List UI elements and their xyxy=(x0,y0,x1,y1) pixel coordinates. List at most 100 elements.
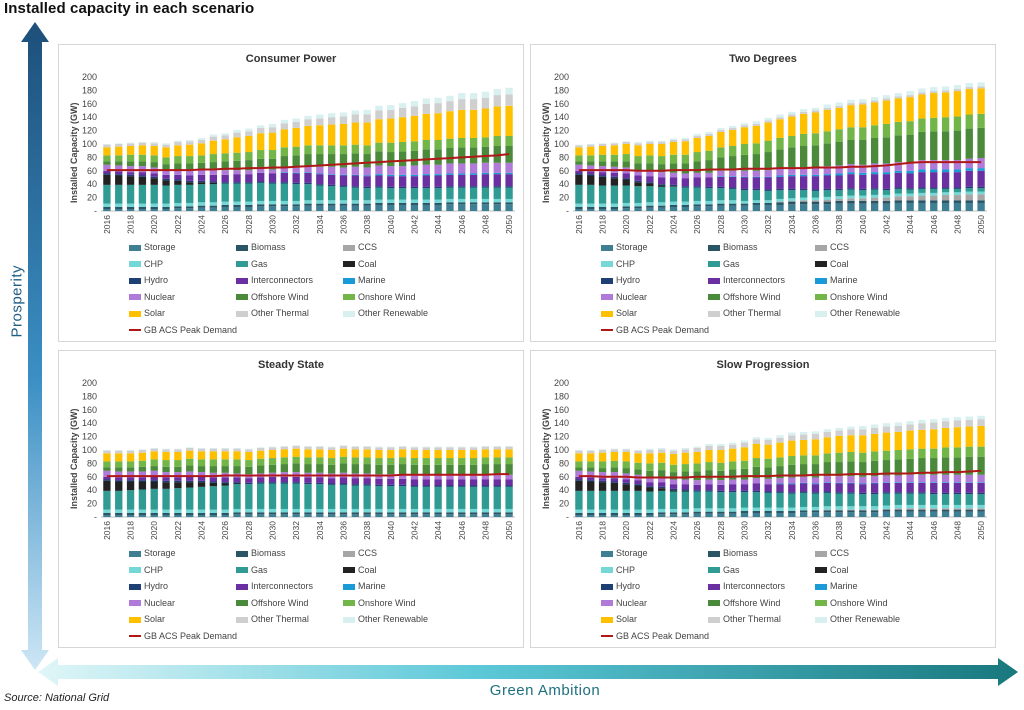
bar-segment xyxy=(835,141,843,166)
bar-segment xyxy=(610,482,619,491)
bar-segment xyxy=(799,439,808,456)
bar-segment xyxy=(103,514,111,517)
chart-title: Two Degrees xyxy=(729,53,797,65)
bar-segment xyxy=(339,186,348,201)
x-tick-label: 2016 xyxy=(102,521,112,540)
bar-segment xyxy=(375,508,383,513)
legend-label: Gas xyxy=(251,564,268,575)
bar-segment xyxy=(422,446,430,448)
bar-segment xyxy=(646,155,654,164)
bar-segment xyxy=(446,138,454,149)
legend-item: CHP xyxy=(129,563,163,577)
bar-segment xyxy=(257,172,265,182)
bar-segment xyxy=(870,102,879,126)
chart-title: Steady State xyxy=(257,359,325,371)
y-tick-label: 160 xyxy=(554,405,569,415)
bar-segment xyxy=(646,486,654,488)
bar-segment xyxy=(398,176,407,187)
bar-segment xyxy=(847,510,855,513)
bar-segment xyxy=(126,206,135,209)
legend-swatch xyxy=(708,550,720,557)
bar-segment xyxy=(446,486,454,509)
bar-segment xyxy=(174,509,182,513)
bar-segment xyxy=(740,125,749,128)
bar-segment xyxy=(788,147,796,168)
bar-segment xyxy=(233,129,241,133)
bar-segment xyxy=(575,174,583,185)
bar-segment xyxy=(870,97,879,101)
legend-item: CCS xyxy=(343,546,377,560)
bar-segment xyxy=(965,426,973,447)
legend-item: Hydro xyxy=(601,579,640,593)
bar-segment xyxy=(799,506,808,511)
bar-segment xyxy=(493,202,501,205)
y-tick-label: 40 xyxy=(559,179,569,189)
bar-segment xyxy=(150,481,158,489)
bar-segment xyxy=(693,463,701,472)
bar-segment xyxy=(505,485,513,487)
bar-segment xyxy=(292,472,300,477)
legend-item: Gas xyxy=(708,257,740,271)
bar-segment xyxy=(658,177,666,185)
bar-segment xyxy=(894,508,902,510)
bar-segment xyxy=(575,509,583,513)
bar-segment xyxy=(505,457,513,465)
bar-segment xyxy=(280,482,289,484)
bar-segment xyxy=(847,105,855,128)
bar-segment xyxy=(162,143,170,145)
bar-segment xyxy=(422,186,430,189)
bar-segment xyxy=(150,208,158,211)
bar-segment xyxy=(458,508,466,513)
bar-segment xyxy=(316,173,324,175)
bar-segment xyxy=(847,476,855,483)
bar-segment xyxy=(233,170,241,175)
bar-segment xyxy=(316,484,324,509)
bar-segment xyxy=(941,492,950,495)
bar-segment xyxy=(115,208,123,211)
bar-segment xyxy=(245,183,253,202)
bar-segment xyxy=(729,442,737,445)
bar-segment xyxy=(941,117,950,132)
bar-segment xyxy=(422,98,430,104)
bar-segment xyxy=(316,449,324,458)
bar-segment xyxy=(280,446,289,450)
bar-segment xyxy=(316,445,324,447)
legend-item: Coal xyxy=(815,563,849,577)
bar-segment xyxy=(598,176,607,186)
bar-segment xyxy=(363,188,371,201)
bar-segment xyxy=(280,200,289,205)
bar-segment xyxy=(292,483,300,509)
bar-segment xyxy=(458,174,466,187)
legend-swatch xyxy=(601,310,613,317)
legend-label: Gas xyxy=(251,258,268,269)
bar-segment xyxy=(174,449,182,453)
legend-item: Gas xyxy=(236,563,268,577)
bar-segment xyxy=(339,514,348,517)
bar-segment xyxy=(174,179,182,181)
bar-segment xyxy=(823,166,831,175)
bar-segment xyxy=(481,446,490,450)
x-tick-label: 2030 xyxy=(740,521,750,540)
bar-segment xyxy=(835,427,843,431)
x-tick-label: 2036 xyxy=(810,521,820,540)
bar-segment xyxy=(174,174,182,180)
legend-swatch xyxy=(343,310,355,317)
bar-segment xyxy=(977,186,985,189)
bar-segment xyxy=(268,123,277,128)
bar-segment xyxy=(363,508,371,513)
bar-segment xyxy=(811,493,820,507)
bar-segment xyxy=(351,445,359,447)
bar-segment xyxy=(646,202,654,206)
bar-segment xyxy=(764,507,772,511)
bar-segment xyxy=(481,485,490,487)
bar-segment xyxy=(717,480,725,485)
bar-segment xyxy=(622,461,630,469)
bar-segment xyxy=(126,514,135,517)
bar-segment xyxy=(740,203,749,206)
bar-segment xyxy=(458,479,466,486)
bar-segment xyxy=(965,416,973,420)
bar-segment xyxy=(811,506,820,511)
bar-segment xyxy=(481,204,490,211)
bar-segment xyxy=(870,509,879,511)
